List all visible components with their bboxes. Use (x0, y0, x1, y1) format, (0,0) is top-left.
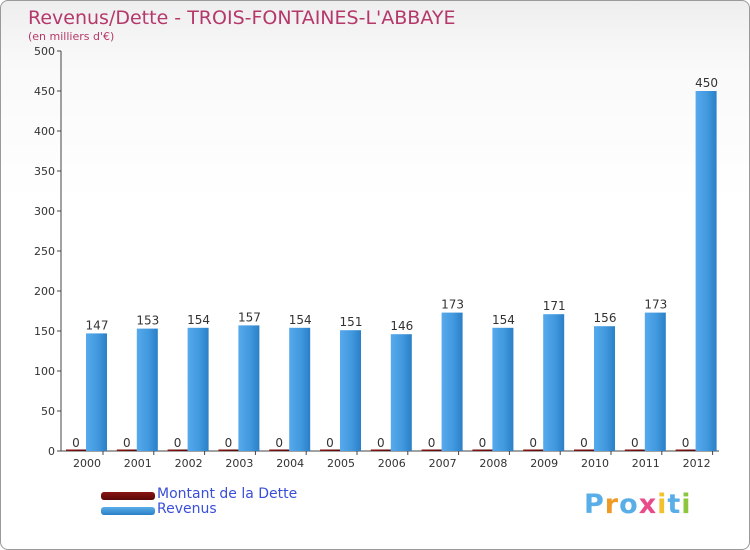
y-tick-label: 350 (34, 165, 55, 178)
data-label-dette: 0 (479, 436, 487, 450)
logo-letter: i (681, 489, 692, 520)
y-tick-label: 150 (34, 325, 55, 338)
data-label-revenus: 154 (492, 313, 515, 327)
bar-dette (421, 449, 442, 451)
data-label-revenus: 173 (644, 298, 667, 312)
x-tick-label: 2001 (124, 457, 152, 470)
legend-swatch-dette (101, 492, 155, 500)
x-tick-label: 2002 (175, 457, 203, 470)
data-label-dette: 0 (428, 436, 436, 450)
bar-dette (574, 449, 594, 451)
x-tick-label: 2004 (276, 457, 304, 470)
bar-revenus (644, 312, 666, 451)
proxiti-logo: Proxiti (584, 489, 692, 520)
bar-revenus (136, 328, 158, 451)
data-label-revenus: 147 (86, 318, 109, 332)
data-label-revenus: 156 (594, 311, 617, 325)
y-tick-label: 200 (34, 285, 55, 298)
data-label-dette: 0 (631, 436, 639, 450)
data-label-dette: 0 (275, 436, 283, 450)
data-label-dette: 0 (682, 436, 690, 450)
bar-dette (472, 449, 493, 451)
y-tick-label: 500 (34, 45, 55, 58)
legend-swatch-revenus (101, 507, 155, 515)
logo-letter: P (584, 489, 605, 520)
bar-dette (218, 449, 239, 451)
x-tick-label: 2010 (581, 457, 609, 470)
bar-revenus (340, 330, 361, 451)
logo-letter: i (657, 489, 668, 520)
data-label-revenus: 171 (543, 299, 566, 313)
chart-subtitle: (en milliers d'€) (28, 30, 115, 43)
data-label-revenus: 146 (390, 319, 413, 333)
legend-label-dette: Montant de la Dette (157, 486, 298, 502)
data-label-revenus: 153 (136, 314, 159, 328)
y-tick-label: 50 (41, 405, 55, 418)
bar-revenus (238, 325, 260, 451)
y-tick-label: 400 (34, 125, 55, 138)
y-tick-label: 100 (34, 365, 55, 378)
y-tick-label: 450 (34, 85, 55, 98)
data-label-revenus: 173 (441, 298, 464, 312)
bar-dette (523, 449, 544, 451)
bar-revenus (594, 326, 615, 451)
x-tick-label: 2005 (327, 457, 355, 470)
x-tick-label: 2006 (378, 457, 406, 470)
data-label-revenus: 151 (340, 315, 363, 329)
bar-dette (624, 449, 645, 451)
data-label-revenus: 157 (238, 310, 261, 324)
x-tick-label: 2008 (479, 457, 507, 470)
data-label-dette: 0 (377, 436, 385, 450)
bar-revenus (86, 333, 107, 451)
data-label-revenus: 154 (289, 313, 312, 327)
x-tick-label: 2000 (73, 457, 101, 470)
bar-revenus (695, 91, 717, 451)
data-label-revenus: 154 (187, 313, 210, 327)
bar-dette (269, 449, 290, 451)
bar-dette (370, 449, 391, 451)
legend-label-revenus: Revenus (157, 501, 217, 517)
y-tick-label: 300 (34, 205, 55, 218)
bar-revenus (289, 327, 311, 451)
y-tick-label: 250 (34, 245, 55, 258)
x-tick-label: 2011 (632, 457, 660, 470)
logo-letter: x (638, 489, 658, 520)
data-label-dette: 0 (174, 436, 182, 450)
x-tick-label: 2003 (225, 457, 253, 470)
y-tick-label: 0 (48, 445, 55, 458)
data-label-dette: 0 (225, 436, 233, 450)
data-label-dette: 0 (72, 436, 80, 450)
bar-revenus (390, 334, 412, 451)
data-label-dette: 0 (326, 436, 334, 450)
bar-dette (66, 449, 86, 451)
logo-letter: t (667, 489, 682, 520)
chart-title: Revenus/Dette - TROIS-FONTAINES-L'ABBAYE (28, 7, 456, 29)
x-tick-label: 2012 (683, 457, 711, 470)
bar-dette (320, 449, 340, 451)
logo-letter: r (604, 489, 620, 520)
bar-dette (167, 449, 188, 451)
bar-revenus (187, 327, 209, 451)
bar-revenus (492, 327, 514, 451)
data-label-dette: 0 (529, 436, 537, 450)
bar-revenus (441, 312, 463, 451)
data-label-revenus: 450 (695, 76, 718, 90)
logo-letter: o (619, 489, 639, 520)
x-tick-label: 2007 (429, 457, 457, 470)
bar-dette (675, 449, 696, 451)
x-tick-label: 2009 (530, 457, 558, 470)
bar-dette (116, 449, 137, 451)
data-label-dette: 0 (123, 436, 131, 450)
bar-revenus (543, 314, 565, 451)
data-label-dette: 0 (580, 436, 588, 450)
